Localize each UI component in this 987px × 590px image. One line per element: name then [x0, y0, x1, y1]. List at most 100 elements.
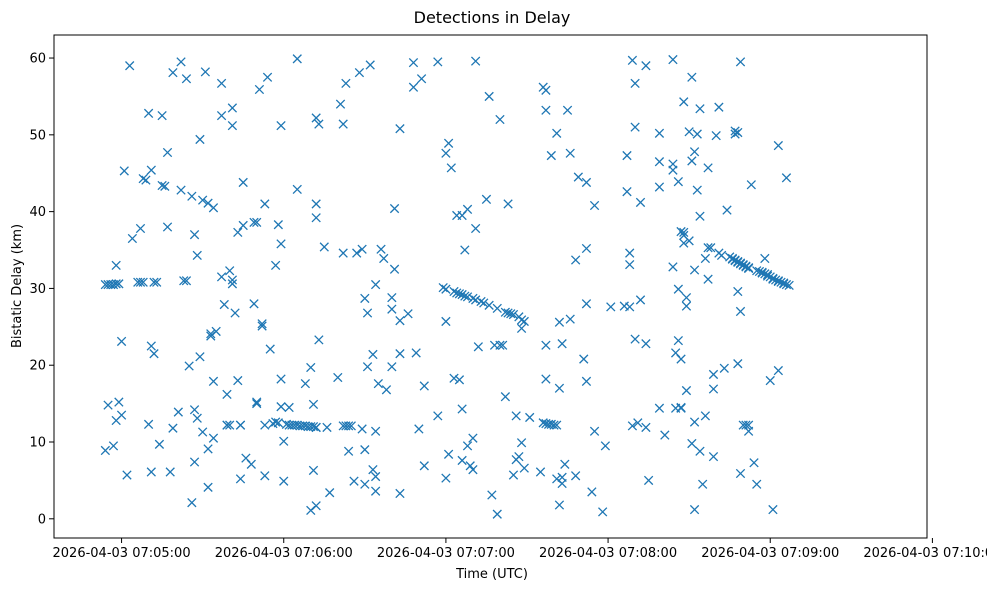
- data-point-marker: [135, 223, 146, 234]
- data-point-marker: [125, 61, 135, 71]
- data-point-marker: [441, 284, 451, 294]
- data-point-marker: [360, 293, 370, 304]
- data-point-marker: [200, 67, 211, 77]
- data-point-marker: [111, 260, 121, 271]
- data-point-marker: [484, 300, 494, 310]
- data-point-marker: [149, 277, 159, 287]
- data-point-marker: [706, 243, 716, 253]
- data-point-marker: [219, 299, 229, 310]
- y-tick-label: 0: [38, 512, 46, 527]
- data-point-marker: [479, 298, 489, 308]
- data-point-marker: [506, 309, 516, 319]
- data-point-marker: [627, 55, 638, 66]
- data-point-marker: [668, 54, 678, 65]
- data-point-marker: [641, 61, 651, 71]
- data-point-marker: [438, 282, 448, 293]
- data-point-marker: [689, 417, 700, 427]
- data-point-marker: [311, 199, 321, 209]
- data-point-marker: [781, 173, 792, 183]
- data-point-marker: [197, 195, 208, 205]
- data-point-marker: [173, 407, 183, 417]
- data-point-marker: [552, 128, 562, 138]
- data-point-marker: [708, 369, 719, 380]
- data-point-marker: [357, 244, 367, 254]
- data-point-marker: [222, 420, 232, 430]
- data-point-marker: [695, 104, 705, 114]
- data-point-marker: [749, 458, 759, 468]
- chart-title: Detections in Delay: [414, 8, 571, 27]
- data-point-marker: [195, 134, 205, 145]
- data-point-marker: [414, 424, 424, 434]
- data-point-marker: [641, 339, 651, 349]
- data-point-marker: [365, 60, 375, 70]
- data-point-marker: [454, 289, 465, 299]
- data-point-marker: [735, 57, 746, 67]
- data-point-marker: [768, 504, 778, 515]
- data-point-marker: [495, 340, 505, 350]
- data-point-marker: [500, 392, 511, 402]
- data-point-marker: [235, 474, 246, 484]
- data-point-marker: [516, 438, 527, 448]
- data-point-marker: [779, 279, 789, 289]
- data-point-marker: [443, 138, 454, 148]
- data-point-marker: [541, 85, 551, 95]
- data-point-marker: [722, 205, 732, 215]
- data-point-marker: [676, 226, 686, 237]
- data-point-marker: [419, 381, 429, 391]
- data-point-marker: [249, 299, 259, 309]
- data-point-marker: [352, 248, 362, 258]
- data-point-marker: [416, 74, 427, 84]
- data-point-marker: [719, 363, 729, 373]
- data-point-marker: [189, 230, 200, 240]
- data-point-marker: [589, 200, 600, 211]
- data-point-marker: [627, 421, 638, 431]
- data-point-marker: [238, 177, 248, 188]
- data-point-marker: [441, 316, 451, 327]
- data-point-marker: [387, 362, 397, 372]
- data-point-marker: [441, 473, 451, 483]
- data-point-marker: [187, 498, 197, 508]
- data-point-marker: [127, 233, 138, 244]
- data-point-marker: [443, 449, 454, 459]
- data-point-marker: [368, 464, 378, 475]
- data-point-marker: [470, 295, 481, 305]
- data-point-marker: [768, 274, 778, 284]
- data-point-marker: [408, 82, 419, 92]
- data-point-marker: [276, 374, 286, 384]
- data-point-marker: [319, 242, 329, 252]
- data-point-marker: [114, 397, 124, 407]
- data-point-marker: [395, 316, 405, 326]
- data-point-marker: [225, 420, 235, 430]
- x-tick-label: 2026-04-03 07:09:00: [701, 546, 839, 561]
- data-point-marker: [252, 397, 262, 407]
- data-point-marker: [776, 277, 786, 287]
- data-point-marker: [433, 57, 443, 67]
- data-point-marker: [735, 306, 746, 317]
- data-point-marker: [449, 373, 459, 383]
- data-point-marker: [157, 180, 167, 191]
- data-point-marker: [684, 236, 694, 246]
- data-point-marker: [579, 354, 589, 364]
- data-point-marker: [743, 263, 754, 274]
- data-point-marker: [635, 295, 646, 305]
- data-point-marker: [192, 413, 202, 423]
- data-point-marker: [498, 340, 508, 350]
- data-point-marker: [362, 362, 373, 372]
- data-point-marker: [587, 487, 597, 497]
- data-point-marker: [314, 335, 324, 345]
- data-point-marker: [276, 120, 286, 131]
- data-point-marker: [557, 339, 567, 349]
- data-point-marker: [641, 422, 651, 433]
- data-point-marker: [300, 378, 311, 389]
- data-point-marker: [311, 422, 321, 433]
- data-point-marker: [235, 420, 246, 430]
- data-point-marker: [252, 398, 262, 409]
- data-point-marker: [673, 335, 684, 346]
- data-point-marker: [508, 309, 519, 320]
- data-point-marker: [454, 375, 465, 385]
- data-point-marker: [338, 119, 348, 129]
- data-point-marker: [762, 271, 773, 281]
- data-point-marker: [270, 417, 281, 427]
- data-point-marker: [311, 213, 321, 223]
- data-point-marker: [606, 302, 616, 312]
